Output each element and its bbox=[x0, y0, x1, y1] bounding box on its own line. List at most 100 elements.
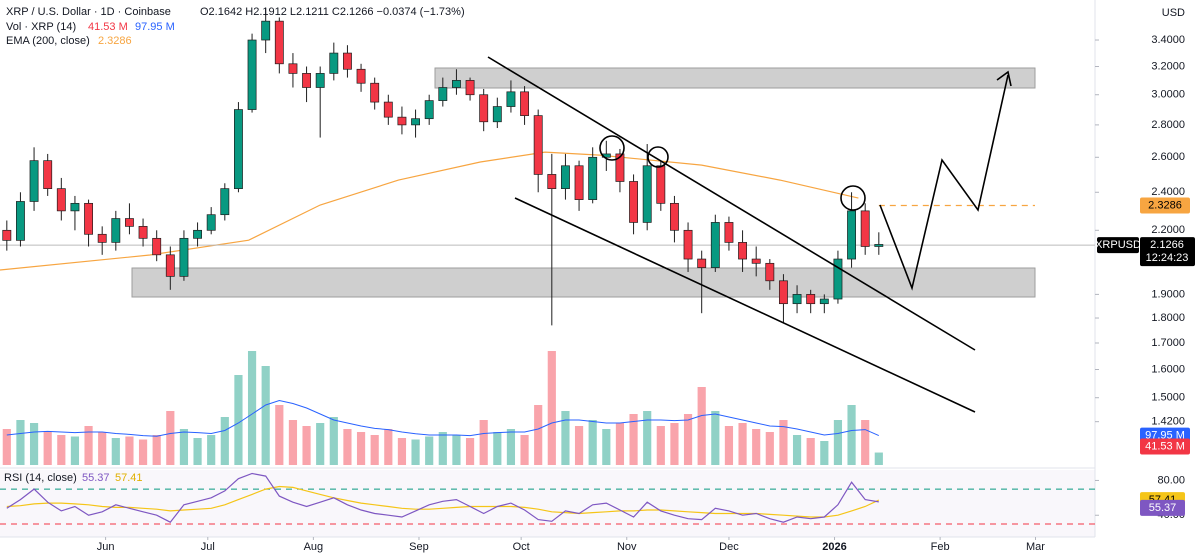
rsi-legend: RSI (14, close) bbox=[4, 472, 77, 484]
volume-ma-legend-value: 97.95 M bbox=[135, 21, 175, 33]
x-tick-label: Aug bbox=[304, 541, 324, 553]
volume-bar bbox=[615, 423, 625, 465]
volume-bar bbox=[493, 432, 502, 465]
volume-bar bbox=[711, 411, 720, 465]
candle-body bbox=[29, 160, 39, 202]
candle-body bbox=[629, 181, 638, 223]
y-tick-label: 2.8000 bbox=[1151, 119, 1185, 131]
channel-upper bbox=[487, 56, 976, 351]
candle-body bbox=[329, 52, 339, 74]
projection-path bbox=[879, 74, 1009, 291]
volume-bar bbox=[438, 432, 447, 465]
candle-body bbox=[411, 118, 421, 126]
volume-bar bbox=[465, 438, 475, 465]
chart-title: XRP / U.S. Dollar · 1D · Coinbase bbox=[6, 6, 171, 18]
candle-body bbox=[274, 20, 284, 65]
volume-bar bbox=[356, 432, 366, 465]
volume-bar bbox=[656, 426, 665, 465]
volume-bar bbox=[574, 426, 584, 465]
volume-bar bbox=[520, 435, 529, 465]
rsi-pane bbox=[0, 470, 1095, 537]
volume-bar bbox=[643, 411, 652, 465]
candle-body bbox=[288, 63, 298, 74]
rsi-badge-box bbox=[1140, 499, 1185, 516]
volume-bar bbox=[111, 438, 120, 465]
volume-bar bbox=[806, 438, 815, 465]
candle-body bbox=[588, 156, 598, 200]
candle-body bbox=[16, 201, 25, 241]
candle-body bbox=[656, 165, 666, 204]
volume-bar bbox=[534, 405, 543, 465]
candle-body bbox=[833, 258, 843, 300]
candle-body bbox=[874, 244, 884, 247]
candle-body bbox=[206, 214, 216, 231]
volume-bar bbox=[43, 432, 52, 465]
ema-badge-box bbox=[1140, 197, 1190, 214]
y-tick-label: 3.4000 bbox=[1151, 34, 1185, 46]
y-tick-label: 1.8000 bbox=[1151, 312, 1185, 324]
x-tick-label: Jun bbox=[97, 541, 115, 553]
volume-bar bbox=[220, 417, 229, 465]
volume-bar bbox=[302, 426, 311, 465]
marker-circle bbox=[599, 135, 625, 161]
volume-bar bbox=[561, 411, 570, 465]
volume-bar bbox=[207, 435, 216, 465]
volume-bar bbox=[288, 420, 298, 465]
volume-bar bbox=[683, 414, 693, 465]
volume-bar bbox=[29, 423, 39, 465]
candle-body bbox=[165, 254, 175, 277]
candle-body bbox=[533, 115, 543, 175]
marker-circle bbox=[647, 146, 669, 168]
countdown-label: 12:24:23 bbox=[1146, 252, 1189, 264]
volume-bar bbox=[329, 417, 338, 465]
volume-bar bbox=[152, 435, 161, 465]
candle-body bbox=[574, 165, 584, 200]
rsi-ma-line bbox=[6, 485, 880, 518]
candle-body bbox=[751, 258, 761, 264]
x-tick-label: Jul bbox=[201, 541, 215, 553]
candle-body bbox=[520, 91, 529, 116]
candle-body bbox=[642, 165, 652, 223]
marker-circle bbox=[840, 185, 866, 211]
volume-bar bbox=[84, 426, 93, 465]
volume-bar bbox=[397, 438, 407, 465]
candle-body bbox=[124, 218, 134, 227]
y-tick-label: 1.9000 bbox=[1151, 288, 1185, 300]
volume-bar bbox=[792, 435, 802, 465]
volume-bar bbox=[629, 414, 638, 465]
volume-bar bbox=[779, 420, 788, 465]
candle-body bbox=[697, 258, 707, 268]
rsi-line bbox=[6, 472, 879, 523]
x-tick-label: Dec bbox=[719, 541, 739, 553]
candle-body bbox=[220, 188, 230, 216]
volume-bar bbox=[874, 452, 883, 465]
ema-legend: EMA (200, close) bbox=[6, 35, 90, 47]
volume-bar bbox=[16, 420, 25, 465]
ema-badge: 2.3286 bbox=[1148, 199, 1182, 211]
volume-bar bbox=[820, 441, 829, 465]
candle-body bbox=[492, 106, 502, 123]
candle-body bbox=[43, 160, 53, 189]
volume-legend-value: 41.53 M bbox=[88, 21, 128, 33]
volume-bar bbox=[57, 435, 66, 465]
candle-body bbox=[547, 174, 557, 189]
candle-body bbox=[847, 210, 856, 260]
candle-body bbox=[2, 229, 12, 241]
volume-bar bbox=[2, 429, 11, 465]
volume-bar bbox=[452, 435, 461, 465]
ohlc: O2.1642 H2.1912 L2.1211 C2.1266 −0.0374 … bbox=[200, 6, 465, 18]
x-tick-label: Oct bbox=[513, 541, 530, 553]
candle-body bbox=[383, 101, 393, 118]
volume-bar bbox=[588, 420, 597, 465]
volume-bar bbox=[247, 351, 257, 465]
volume-bar bbox=[411, 439, 420, 465]
y-tick-label: 3.0000 bbox=[1151, 89, 1185, 101]
volume-bar bbox=[697, 387, 706, 465]
volume-bar bbox=[602, 429, 611, 465]
rsi-tick-label: 80.00 bbox=[1157, 474, 1185, 486]
volume-bar bbox=[833, 420, 843, 465]
candle-body bbox=[792, 294, 802, 305]
volume-bar bbox=[193, 438, 202, 465]
candle-body bbox=[193, 229, 203, 239]
candle-body bbox=[506, 91, 516, 107]
